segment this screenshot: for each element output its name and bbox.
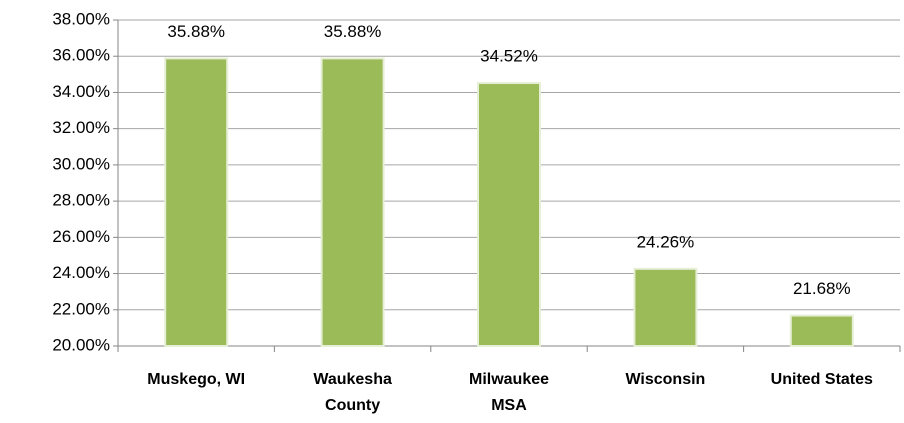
y-tick-label: 28.00% (52, 191, 110, 210)
bar (633, 267, 698, 348)
bar (789, 314, 854, 347)
y-tick-label: 36.00% (52, 46, 110, 65)
x-tick-label-line: Milwaukee (469, 371, 549, 388)
data-label: 24.26% (637, 232, 695, 251)
bar (164, 57, 229, 347)
x-tick-label: Milwaukee MSA (469, 371, 549, 414)
data-label: 35.88% (167, 22, 225, 41)
data-label: 35.88% (324, 22, 382, 41)
y-tick-label: 32.00% (52, 118, 110, 137)
x-tick-label: United States (771, 371, 873, 388)
y-tick-label: 26.00% (52, 227, 110, 246)
x-tick-label: Waukesha County (313, 371, 392, 414)
y-tick-label: 20.00% (52, 335, 110, 354)
y-tick-label: 30.00% (52, 154, 110, 173)
y-tick-label: 24.00% (52, 263, 110, 282)
x-tick-label: Muskego, WI (147, 371, 245, 388)
x-tick-label-line: County (325, 397, 380, 414)
data-label: 34.52% (480, 47, 538, 66)
y-tick-label: 22.00% (52, 299, 110, 318)
data-label: 21.68% (793, 279, 851, 298)
bar (320, 57, 385, 347)
x-tick-label-line: MSA (491, 397, 527, 414)
y-tick-label: 34.00% (52, 82, 110, 101)
x-tick-label: Wisconsin (625, 371, 705, 388)
x-tick-label-line: Waukesha (313, 371, 392, 388)
y-tick-label: 38.00% (52, 9, 110, 28)
bar (477, 82, 541, 347)
